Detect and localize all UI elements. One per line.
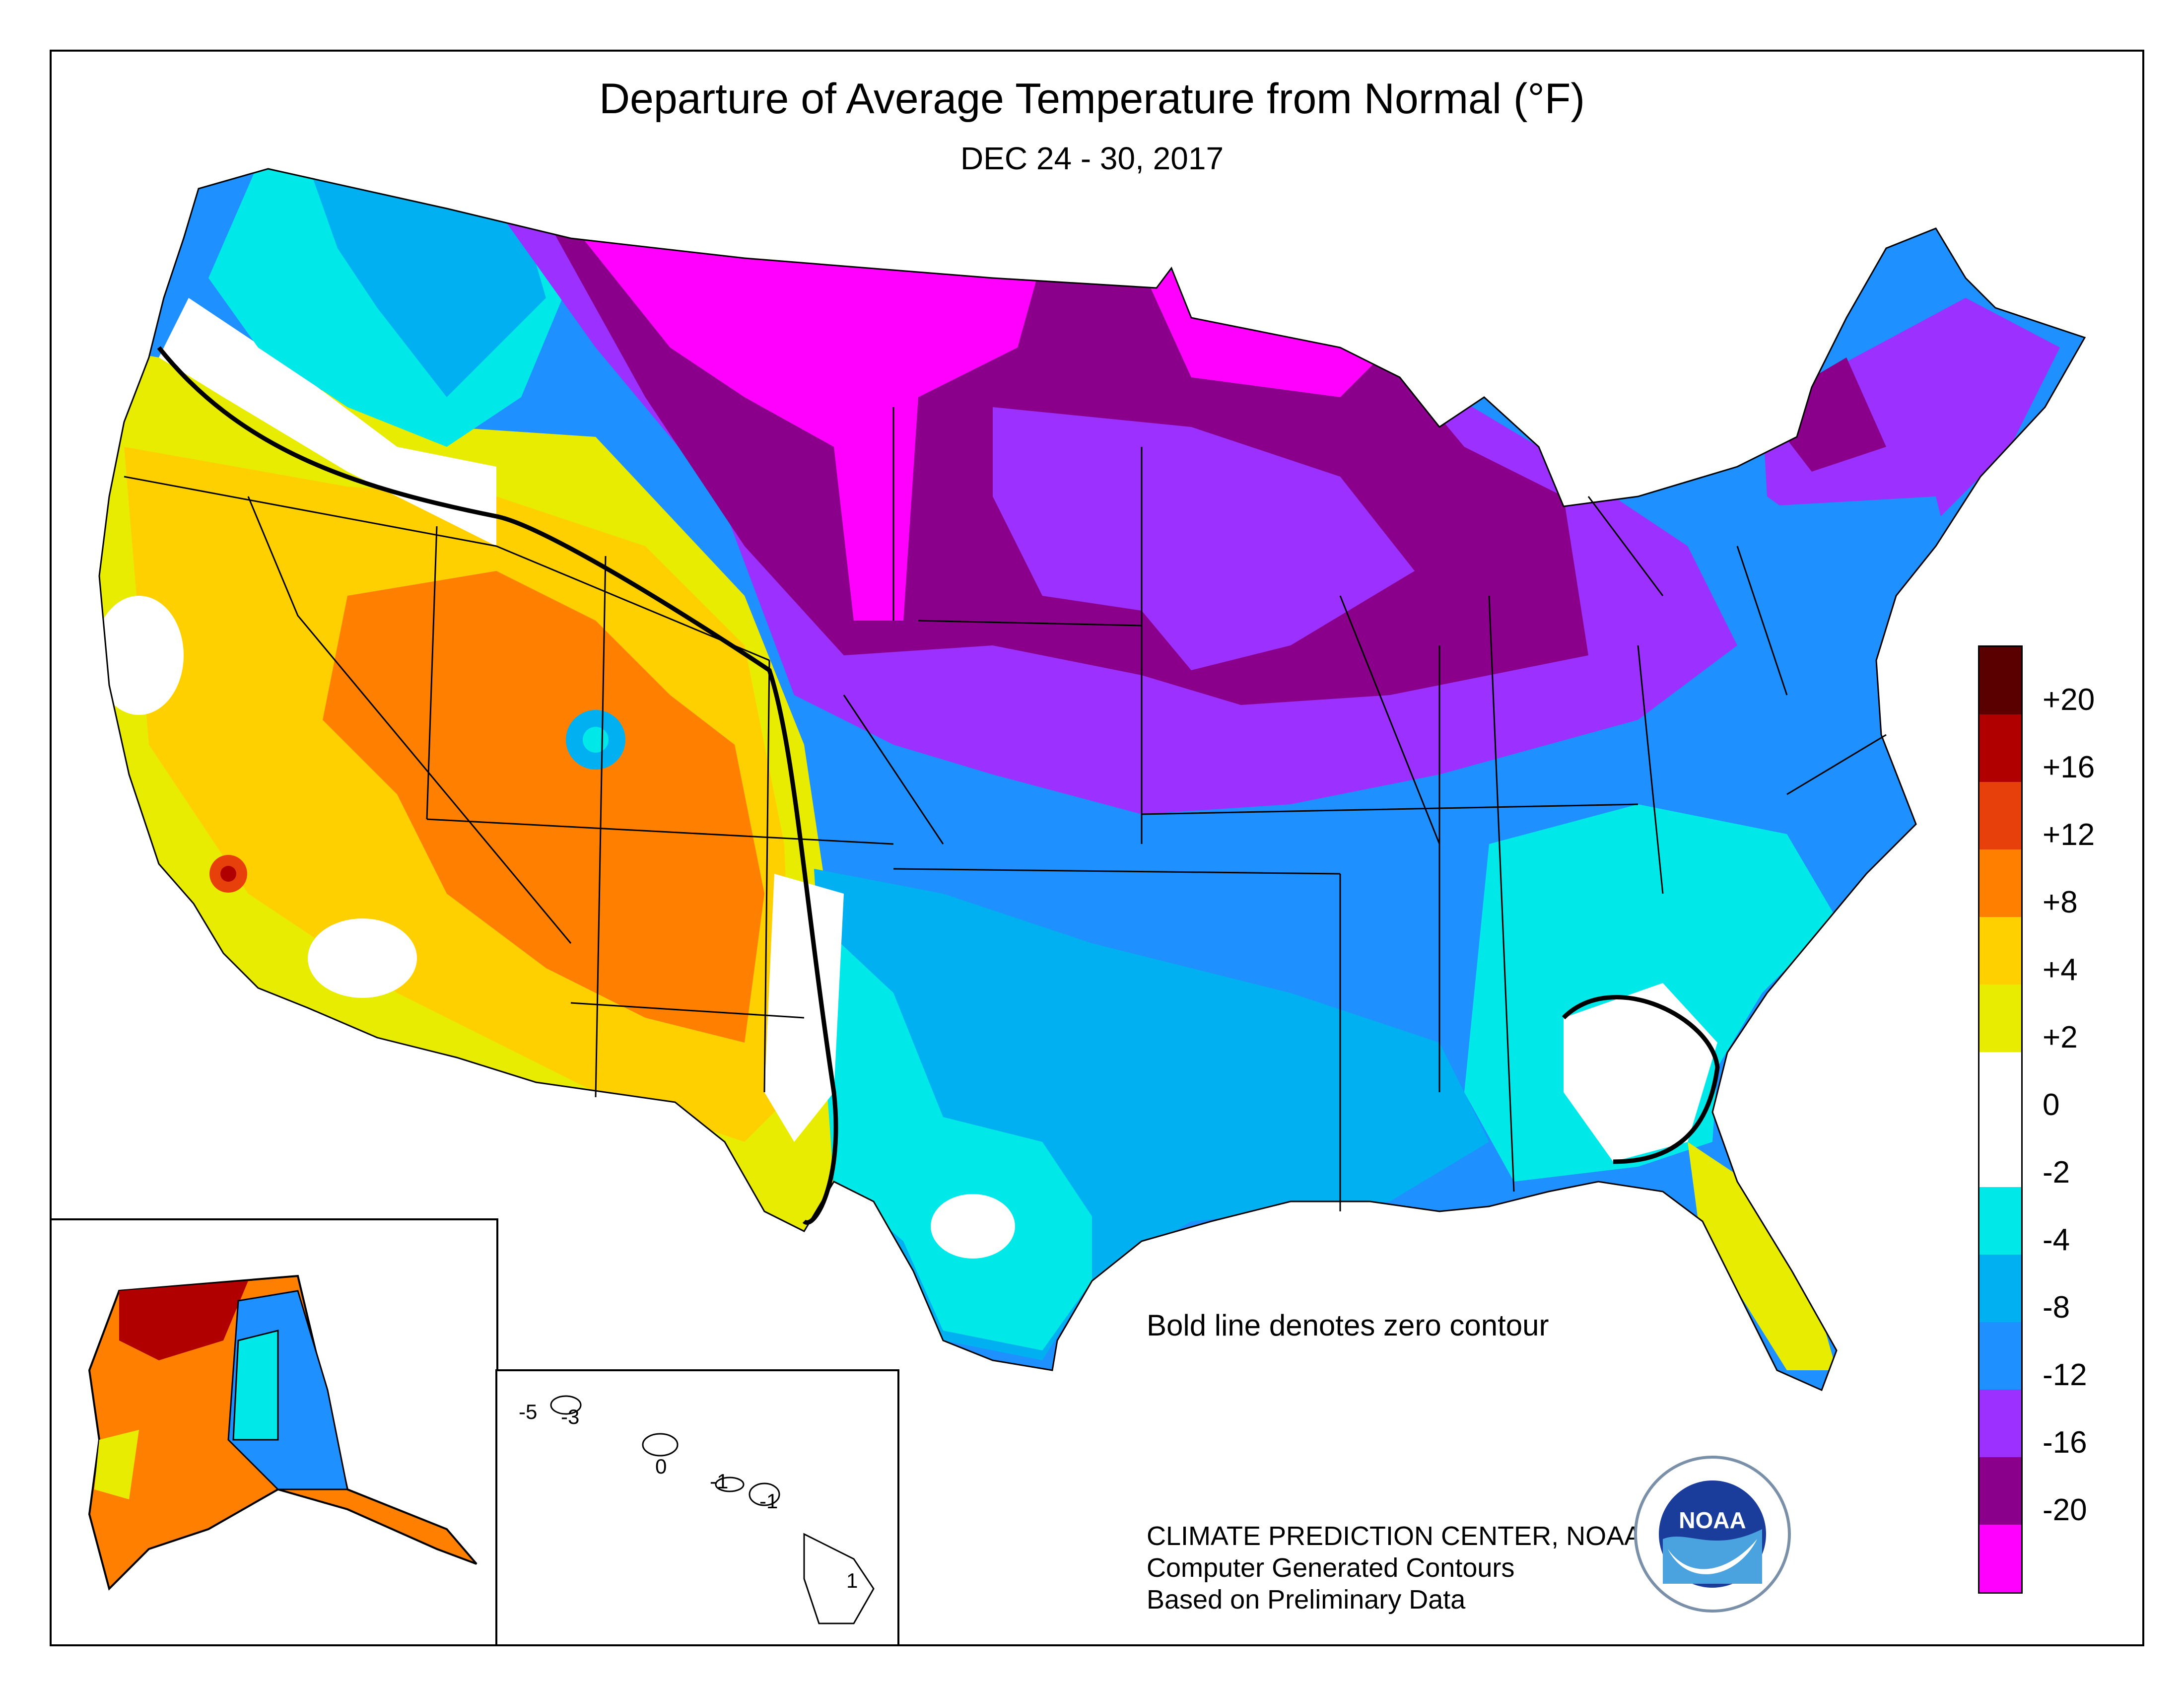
zero-contour (157, 346, 1720, 1225)
legend-label: -8 (2043, 1290, 2070, 1325)
legend-label: -20 (2043, 1493, 2087, 1527)
legend-label: -12 (2043, 1358, 2087, 1392)
legend-label: +8 (2043, 885, 2078, 919)
hawaii-label: -1 (710, 1470, 729, 1493)
legend-label: +4 (2043, 953, 2078, 987)
credit-line: Computer Generated Contours (1147, 1553, 1515, 1583)
hawaii-label: -1 (759, 1489, 778, 1513)
legend-label: +20 (2043, 683, 2095, 717)
hawaii-label: 0 (655, 1455, 667, 1478)
state-borders (98, 168, 2086, 1392)
credit-block: CLIMATE PREDICTION CENTER, NOAA Computer… (1147, 1520, 1642, 1616)
legend-label: -16 (2043, 1425, 2087, 1460)
legend-swatch (1979, 1457, 2021, 1525)
legend-swatch (1979, 985, 2021, 1052)
legend-swatch (1979, 1052, 2021, 1120)
map-frame (50, 50, 2144, 1646)
legend-swatch (1979, 714, 2021, 782)
legend-swatch (1979, 647, 2021, 714)
legend-label: -4 (2043, 1223, 2070, 1257)
legend-label: 0 (2043, 1088, 2060, 1122)
legend-swatch (1979, 1255, 2021, 1322)
hawaii-label: -3 (561, 1405, 580, 1428)
hawaii-label: -5 (519, 1400, 538, 1423)
legend-swatch (1979, 1390, 2021, 1457)
legend-swatch (1979, 1322, 2021, 1390)
legend-swatch (1979, 1187, 2021, 1255)
legend-label: +2 (2043, 1020, 2078, 1055)
legend-label: +12 (2043, 818, 2095, 852)
legend-swatch (1979, 1525, 2021, 1592)
zero-contour-note: Bold line denotes zero contour (1147, 1309, 1549, 1342)
hawaii-label: 1 (846, 1569, 858, 1592)
legend-swatch (1979, 917, 2021, 985)
legend-swatch (1979, 782, 2021, 849)
hawaii-islands (550, 1395, 875, 1624)
color-legend (1978, 645, 2023, 1594)
legend-label: -2 (2043, 1155, 2070, 1190)
credit-line: Based on Preliminary Data (1147, 1585, 1466, 1615)
noaa-logo: NOAA (1634, 1456, 1791, 1613)
credit-line: CLIMATE PREDICTION CENTER, NOAA (1147, 1521, 1642, 1551)
legend-swatch (1979, 849, 2021, 917)
legend-swatch (1979, 1120, 2021, 1187)
map-title: Departure of Average Temperature from No… (599, 75, 1585, 123)
noaa-logo-text: NOAA (1679, 1507, 1746, 1533)
map-subtitle: DEC 24 - 30, 2017 (960, 141, 1224, 176)
legend-label: +16 (2043, 750, 2095, 784)
